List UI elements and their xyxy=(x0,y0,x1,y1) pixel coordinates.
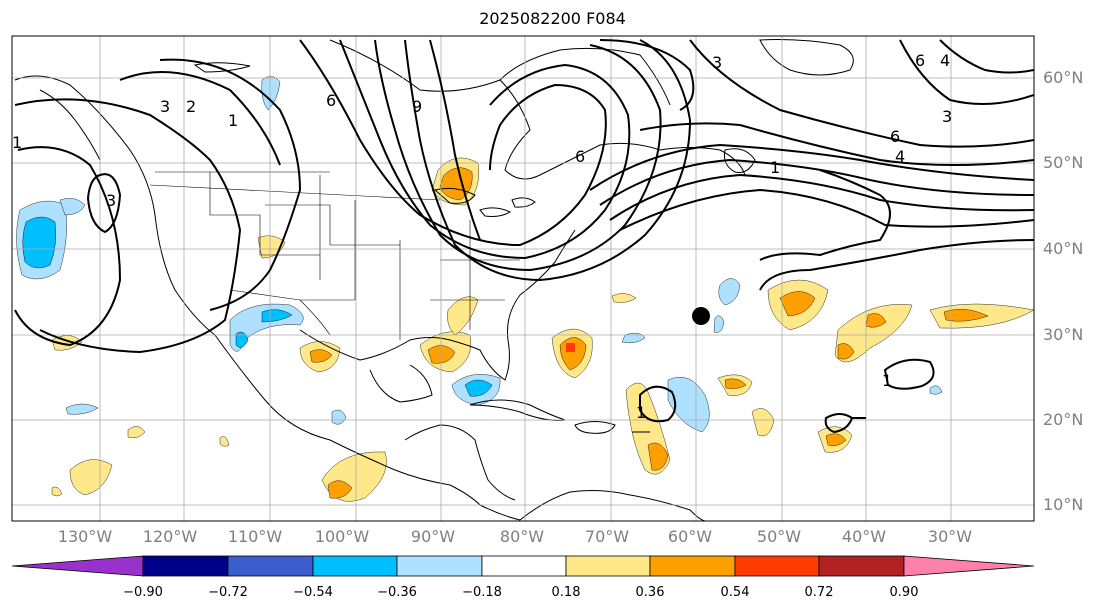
contour-labels: 3 2 1 3 6 9 6 1 6 4 1 1 1 3 3 6 4 xyxy=(12,51,952,422)
colorbar-bin xyxy=(312,555,398,577)
colorbar-bin xyxy=(818,555,905,577)
colorbar-bin xyxy=(227,555,314,577)
contour-label: 1 xyxy=(882,371,892,390)
contour-label: 2 xyxy=(186,97,196,116)
colorbar-extend-low xyxy=(11,555,144,577)
contour-label: 1 xyxy=(636,403,646,422)
lat-label: 40°N xyxy=(1043,239,1084,258)
colorbar-bin xyxy=(142,555,229,577)
colorbar-bin xyxy=(734,555,820,577)
colorbar-extend-high xyxy=(903,555,1035,577)
lon-label: 90°W xyxy=(410,527,456,546)
contour-lines xyxy=(14,39,1034,434)
lon-label: 60°W xyxy=(667,527,713,546)
contour-label: 1 xyxy=(770,158,780,177)
lat-label: 10°N xyxy=(1043,495,1084,514)
contour-label: 6 xyxy=(326,91,336,110)
colorbar-tick: 0.36 xyxy=(635,585,665,600)
colorbar-tick: −0.90 xyxy=(123,585,163,600)
contour-label: 4 xyxy=(940,51,950,70)
lon-label: 130°W xyxy=(57,527,113,546)
lat-label: 30°N xyxy=(1043,325,1084,344)
colorbar-tick: −0.18 xyxy=(462,585,502,600)
colorbar-bin xyxy=(565,555,651,577)
lon-label: 100°W xyxy=(314,527,370,546)
contour-label: 3 xyxy=(106,191,116,210)
colorbar-tick: −0.36 xyxy=(377,585,417,600)
contour-label: 3 xyxy=(942,107,952,126)
lon-label: 50°W xyxy=(756,527,802,546)
colorbar-bin xyxy=(396,555,483,577)
lon-label: 70°W xyxy=(584,527,630,546)
colorbar-tick: 0.18 xyxy=(551,585,581,600)
contour-label: 6 xyxy=(915,51,925,70)
contour-label: 3 xyxy=(160,97,170,116)
shaded-anomalies xyxy=(16,76,1034,502)
colorbar-bin xyxy=(649,555,736,577)
colorbar-tick: 0.72 xyxy=(804,585,834,600)
lon-label: 110°W xyxy=(227,527,283,546)
contour-label: 6 xyxy=(575,147,585,166)
contour-label: 1 xyxy=(228,111,238,130)
lat-label: 20°N xyxy=(1043,410,1084,429)
lon-label: 120°W xyxy=(142,527,198,546)
colorbar-tick: −0.72 xyxy=(208,585,248,600)
colorbar-tick: 0.54 xyxy=(720,585,750,600)
point-marker xyxy=(692,307,710,325)
contour-label: 1 xyxy=(12,133,22,152)
lat-label: 60°N xyxy=(1043,68,1084,87)
contour-label: 6 xyxy=(890,127,900,146)
lon-label: 40°W xyxy=(841,527,887,546)
colorbar xyxy=(11,555,1035,577)
map-frame xyxy=(11,35,1035,522)
lat-label: 50°N xyxy=(1043,153,1084,172)
borders xyxy=(149,171,520,340)
lon-label: 80°W xyxy=(499,527,545,546)
lon-label: 30°W xyxy=(927,527,973,546)
contour-label: 4 xyxy=(895,147,905,166)
contour-label: 9 xyxy=(412,97,422,116)
map-title: 2025082200 F084 xyxy=(479,9,626,28)
colorbar-tick: −0.54 xyxy=(293,585,333,600)
contour-label: 3 xyxy=(712,53,722,72)
colorbar-tick: 0.90 xyxy=(889,585,919,600)
colorbar-bin xyxy=(481,555,567,577)
